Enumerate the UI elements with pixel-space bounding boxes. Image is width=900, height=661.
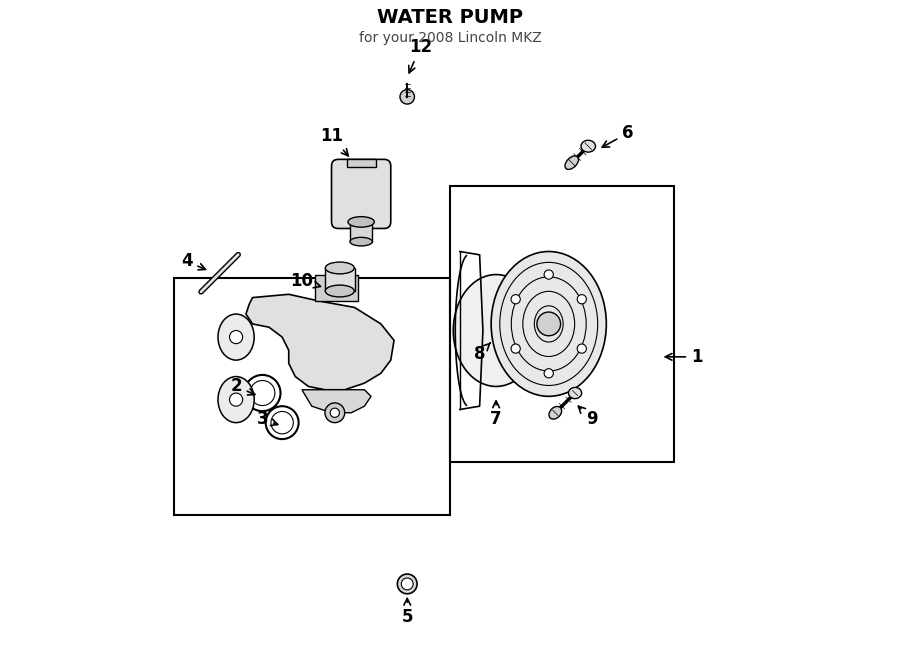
Circle shape: [577, 344, 587, 353]
Circle shape: [230, 330, 243, 344]
Ellipse shape: [397, 574, 417, 594]
Circle shape: [511, 344, 520, 353]
Circle shape: [544, 270, 554, 279]
Circle shape: [511, 295, 520, 304]
Text: for your 2008 Lincoln MKZ: for your 2008 Lincoln MKZ: [358, 31, 542, 45]
Text: 7: 7: [491, 401, 502, 428]
Bar: [346, 159, 375, 167]
Text: 5: 5: [401, 598, 413, 626]
FancyBboxPatch shape: [331, 159, 391, 229]
Ellipse shape: [348, 217, 374, 227]
Polygon shape: [246, 294, 394, 390]
Circle shape: [544, 369, 554, 378]
Ellipse shape: [218, 377, 254, 422]
Circle shape: [330, 408, 339, 417]
Bar: [350, 219, 373, 242]
Circle shape: [537, 312, 561, 336]
Ellipse shape: [549, 407, 562, 419]
Text: 2: 2: [230, 377, 255, 395]
Text: 1: 1: [665, 348, 703, 366]
Ellipse shape: [218, 314, 254, 360]
Ellipse shape: [325, 285, 355, 297]
Text: 4: 4: [181, 253, 205, 270]
Ellipse shape: [569, 387, 581, 399]
Text: 12: 12: [409, 38, 432, 73]
Bar: [450, 186, 674, 462]
Circle shape: [230, 393, 243, 407]
Ellipse shape: [350, 237, 373, 246]
Circle shape: [577, 295, 587, 304]
Text: 3: 3: [256, 410, 278, 428]
Text: 11: 11: [320, 128, 348, 156]
Bar: [315, 274, 358, 301]
Polygon shape: [325, 271, 351, 301]
Bar: [174, 278, 450, 515]
Text: 10: 10: [291, 272, 320, 290]
Text: WATER PUMP: WATER PUMP: [377, 8, 523, 27]
Polygon shape: [325, 268, 355, 291]
Ellipse shape: [581, 140, 596, 152]
Ellipse shape: [491, 252, 607, 397]
Circle shape: [325, 403, 345, 422]
Ellipse shape: [454, 274, 539, 387]
Text: 6: 6: [602, 124, 634, 147]
Polygon shape: [302, 390, 371, 412]
Text: 8: 8: [474, 343, 490, 362]
Ellipse shape: [565, 156, 579, 169]
Ellipse shape: [400, 90, 415, 104]
Ellipse shape: [325, 262, 355, 274]
Ellipse shape: [401, 578, 413, 590]
Text: 9: 9: [579, 406, 598, 428]
